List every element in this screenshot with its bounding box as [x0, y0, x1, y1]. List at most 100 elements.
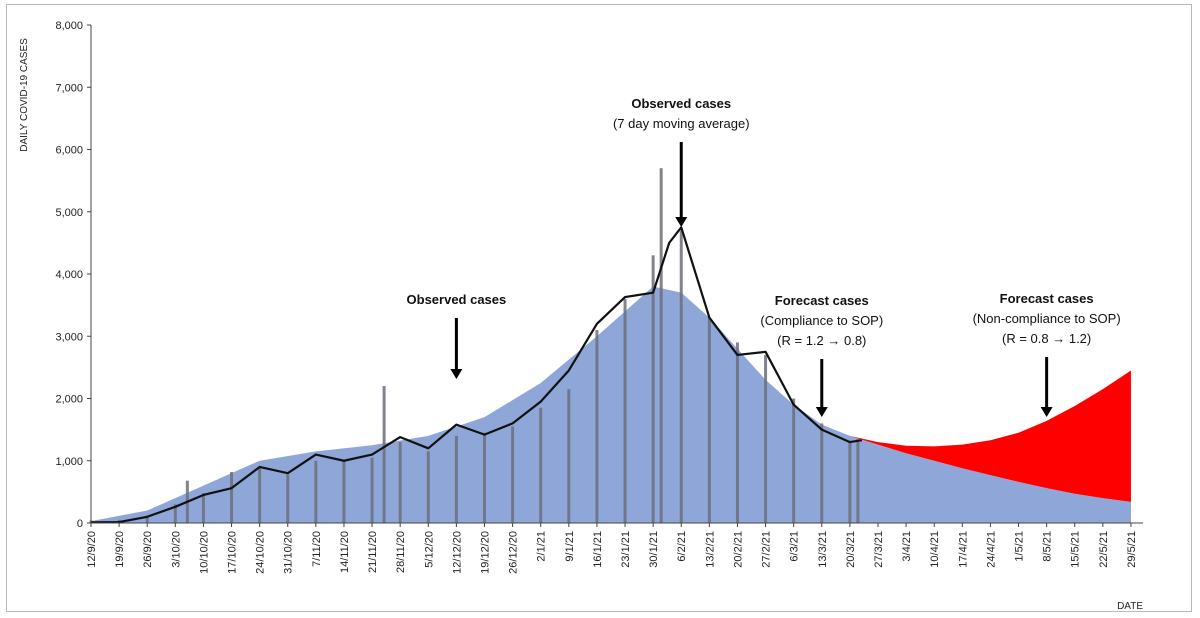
annotation-subtitle-2: (R = 0.8 → 1.2) — [1002, 331, 1091, 346]
annotation-arrow-head — [1040, 407, 1053, 417]
x-tick-label: 3/4/21 — [901, 531, 913, 562]
x-tick-label: 6/2/21 — [676, 531, 688, 562]
x-tick-label: 12/12/20 — [451, 531, 463, 574]
x-tick-label: 16/1/21 — [592, 531, 604, 568]
observed-bar — [258, 466, 262, 523]
x-tick-label: 27/3/21 — [873, 531, 885, 568]
y-tick-label: 1,000 — [55, 456, 83, 468]
observed-bar — [173, 504, 177, 523]
x-tick-label: 2/1/21 — [536, 531, 548, 562]
x-tick-label: 28/11/20 — [395, 531, 407, 573]
x-tick-label: 24/10/20 — [255, 531, 267, 574]
y-tick-label: 4,000 — [55, 269, 83, 281]
x-tick-label: 22/5/21 — [1098, 531, 1110, 568]
observed-bar — [735, 342, 739, 523]
y-tick-labels: 0 1,000 2,000 3,000 4,000 5,000 6,000 7,000 8,00… — [55, 20, 83, 530]
x-tick-label: 19/12/20 — [479, 531, 491, 574]
observed-bar — [567, 389, 571, 523]
y-axis-label: DAILY COVID-19 CASES — [19, 38, 30, 152]
x-axis-label: DATE — [1117, 601, 1143, 612]
annotation-subtitle: (7 day moving average) — [613, 116, 750, 131]
observed-bar — [659, 168, 663, 524]
y-tick-label: 6,000 — [55, 145, 83, 157]
y-tick-label: 8,000 — [55, 20, 83, 32]
y-tick-label: 3,000 — [55, 331, 83, 343]
observed-bar — [848, 442, 852, 523]
observed-bar — [764, 354, 768, 523]
annotations-layer: Observed cases (7 day moving average) Obse… — [407, 96, 1121, 417]
x-tick-label: 12/9/20 — [86, 531, 98, 568]
forecast-area-layer — [91, 286, 1131, 523]
x-tick-label: 23/1/21 — [620, 531, 632, 568]
x-tick-label: 27/2/21 — [761, 531, 773, 568]
moving-average-layer — [90, 226, 863, 524]
covid-forecast-chart: 0 1,000 2,000 3,000 4,000 5,000 6,000 7,000 8,00… — [19, 20, 1143, 612]
observed-bar — [454, 435, 458, 523]
x-tick-label: 17/10/20 — [227, 531, 239, 574]
x-tick-label: 24/4/21 — [985, 531, 997, 568]
x-tick-label: 13/3/21 — [817, 531, 829, 568]
x-tick-label: 1/5/21 — [1014, 531, 1026, 562]
observed-bar — [511, 426, 515, 523]
chart-frame: 0 1,000 2,000 3,000 4,000 5,000 6,000 7,000 8,00… — [6, 4, 1192, 612]
x-tick-label: 8/5/21 — [1042, 531, 1054, 562]
x-tick-label: 15/5/21 — [1070, 531, 1082, 568]
observed-bar — [820, 423, 824, 523]
annotation-title: Forecast cases — [775, 293, 869, 308]
observed-bar — [145, 515, 149, 523]
forecast-compliance-area — [91, 286, 1131, 523]
x-tick-label: 7/11/20 — [311, 531, 323, 567]
x-tick-label: 30/1/21 — [648, 531, 660, 568]
observed-bar — [482, 432, 486, 523]
x-tick-labels: 12/9/20 19/9/20 26/9/20 3/10/20 10/10/20 17/1… — [86, 531, 1138, 574]
x-tick-label: 3/10/20 — [170, 531, 182, 568]
x-tick-label: 17/4/21 — [957, 531, 969, 568]
x-tick-label: 14/11/20 — [339, 531, 351, 573]
observed-bar — [370, 457, 374, 523]
x-tick-label: 9/1/21 — [564, 531, 576, 562]
annotation-subtitle: (Compliance to SOP) — [760, 313, 883, 328]
x-tick-label: 21/11/20 — [367, 531, 379, 573]
annotation-arrow-head — [675, 217, 688, 227]
x-tick-label: 10/4/21 — [929, 531, 941, 568]
x-tick-label: 6/3/21 — [789, 531, 801, 562]
x-tick-label: 13/2/21 — [704, 531, 716, 568]
observed-bar — [230, 471, 234, 523]
y-tick-label: 7,000 — [55, 82, 83, 94]
observed-bar — [314, 460, 318, 523]
annotation-title: Observed cases — [407, 292, 507, 307]
x-tick-label: 19/9/20 — [114, 531, 126, 568]
annotation-title: Observed cases — [631, 96, 731, 111]
x-tick-label: 5/12/20 — [423, 531, 435, 568]
x-tick-label: 26/9/20 — [142, 531, 154, 568]
observed-bar — [201, 493, 205, 523]
observed-bar — [426, 451, 430, 523]
observed-bar — [856, 438, 860, 523]
observed-bars-layer — [89, 168, 860, 524]
observed-bar — [651, 255, 655, 523]
observed-bar — [286, 474, 290, 523]
annotation-subtitle-2: (R = 1.2 → 0.8) — [777, 333, 866, 348]
observed-bar — [595, 330, 599, 523]
annotation-title: Forecast cases — [1000, 291, 1094, 306]
annotation-subtitle: (Non-compliance to SOP) — [973, 311, 1121, 326]
observed-bar — [707, 317, 711, 523]
forecast-red-layer — [849, 370, 1131, 502]
observed-bar — [398, 442, 402, 523]
y-tick-label: 5,000 — [55, 207, 83, 219]
annotation-arrow-head — [450, 369, 463, 379]
forecast-noncompliance-band — [849, 370, 1131, 502]
axes-layer — [87, 24, 1143, 527]
x-tick-label: 10/10/20 — [198, 531, 210, 574]
x-tick-label: 20/3/21 — [845, 531, 857, 568]
observed-bar — [679, 230, 683, 524]
x-tick-label: 29/5/21 — [1126, 531, 1138, 568]
x-tick-label: 26/12/20 — [508, 531, 520, 574]
observed-bar — [539, 407, 543, 523]
observed-bar — [623, 298, 627, 523]
observed-bar — [792, 398, 796, 523]
x-tick-label: 31/10/20 — [283, 531, 295, 574]
observed-bar — [382, 386, 386, 523]
annotation-arrow-head — [815, 407, 828, 417]
y-tick-label: 2,000 — [55, 394, 83, 406]
